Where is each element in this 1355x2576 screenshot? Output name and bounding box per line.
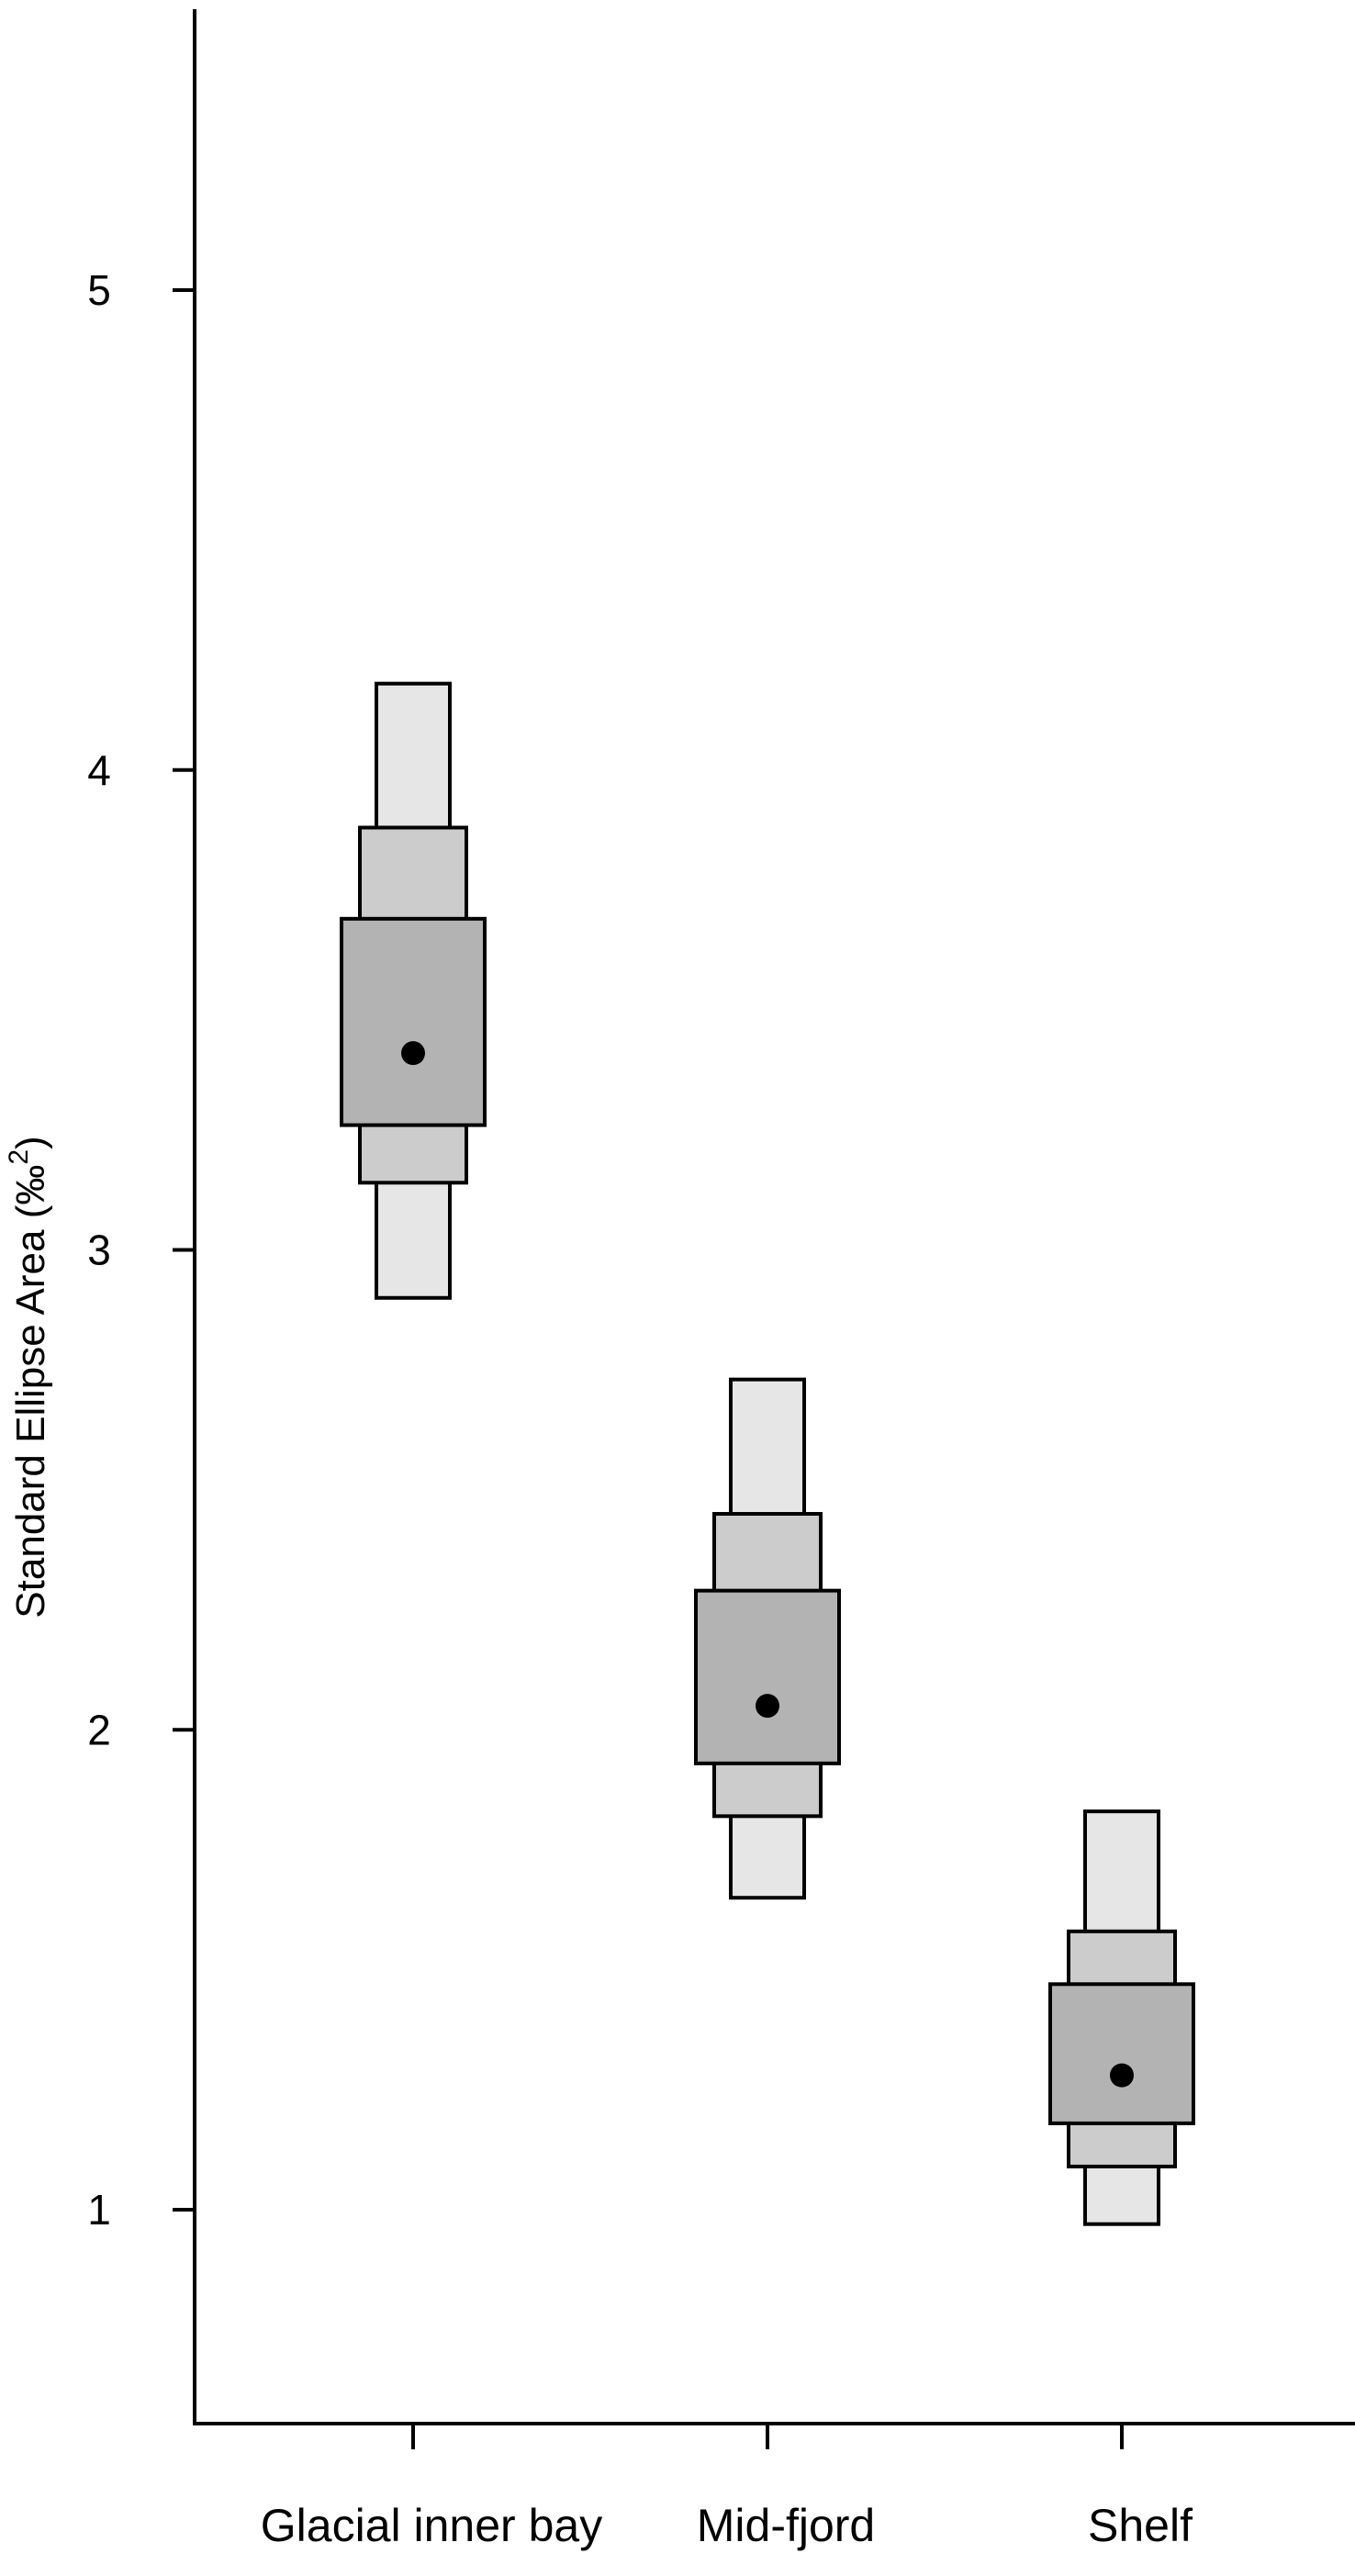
y-tick-label: 5: [87, 266, 111, 314]
y-tick-label: 2: [87, 1706, 111, 1753]
y-tick-label: 3: [87, 1226, 111, 1274]
y-axis-title-text: Standard Ellipse Area (‰: [8, 1165, 53, 1618]
x-tick-label: Glacial inner bay: [261, 2500, 602, 2551]
y-axis-title: Standard Ellipse Area (‰2): [4, 1136, 53, 1618]
svg-text:Standard Ellipse Area (‰2): Standard Ellipse Area (‰2): [4, 1136, 53, 1618]
box-group: [694, 1377, 841, 1900]
ci50-box: [1048, 1982, 1195, 2125]
mode-point: [1110, 2063, 1134, 2088]
box-group: [1048, 1809, 1195, 2226]
x-tick-label: Mid-fjord: [697, 2500, 875, 2551]
y-tick-label: 4: [87, 746, 111, 794]
x-tick-label: Shelf: [1088, 2500, 1193, 2551]
box-group: [340, 681, 487, 1300]
mode-point: [756, 1694, 779, 1719]
ci50-box: [340, 916, 487, 1127]
y-tick-label: 1: [87, 2186, 111, 2234]
axes: 1 2 3 4 5 Glacial inner bay Mid-fjord Shelf: [87, 9, 1355, 2551]
y-axis-title-close: ): [8, 1136, 53, 1149]
box-groups: [340, 681, 1195, 2226]
ci50-box: [694, 1588, 841, 1765]
mode-point: [401, 1041, 425, 1066]
y-axis-title-superscript: 2: [4, 1149, 34, 1165]
